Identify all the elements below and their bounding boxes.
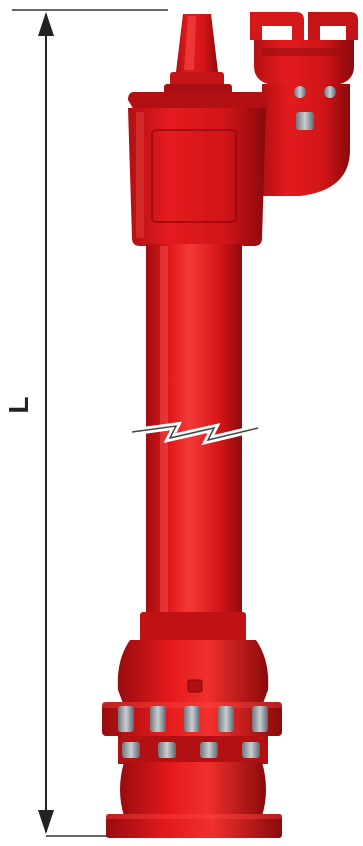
dimension-line: L — [3, 9, 168, 837]
flanged-base — [102, 612, 282, 838]
bolt-icon — [184, 706, 200, 732]
hydrant-head — [128, 92, 268, 246]
bolt-icon — [324, 86, 336, 98]
bolt-icon — [252, 706, 268, 732]
length-break — [131, 421, 259, 446]
claw-coupling-outlet — [247, 12, 358, 196]
nut-icon — [158, 742, 176, 758]
flange-bolts-upper — [118, 706, 268, 732]
flange-bolts-middle — [122, 742, 260, 758]
arrow-up-icon — [38, 12, 54, 36]
bolt-icon — [294, 86, 306, 98]
nut-icon — [122, 742, 140, 758]
nut-icon — [200, 742, 218, 758]
dimension-label: L — [3, 396, 34, 413]
conical-cap — [164, 14, 232, 94]
head-panel — [151, 129, 237, 223]
arrow-down-icon — [38, 810, 54, 834]
bolt-icon — [218, 706, 234, 732]
nut-icon — [296, 112, 314, 130]
bolt-icon — [118, 706, 134, 732]
bolt-icon — [150, 706, 166, 732]
nut-icon — [242, 742, 260, 758]
